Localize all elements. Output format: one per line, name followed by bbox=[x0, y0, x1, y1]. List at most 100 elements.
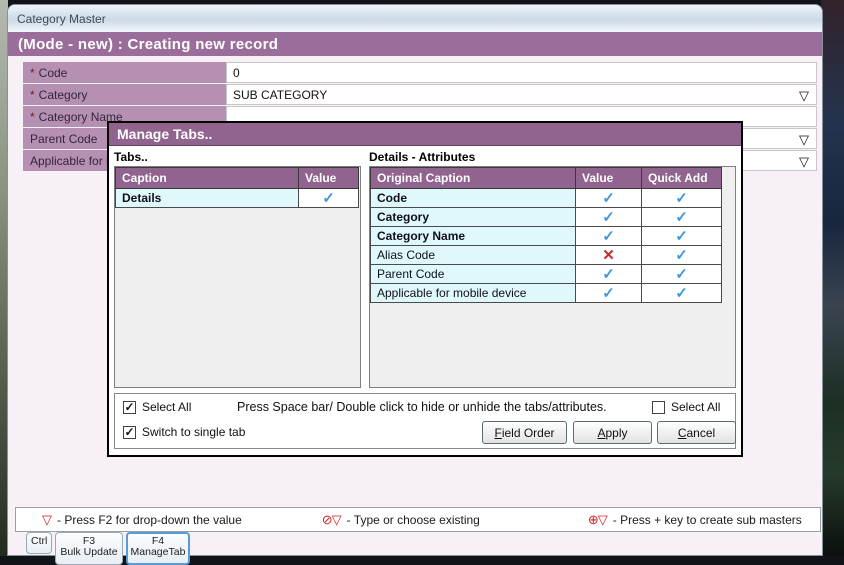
caption-cell[interactable]: Applicable for mobile device bbox=[370, 283, 576, 303]
table-row[interactable]: Parent Code ✓ ✓ bbox=[370, 264, 722, 284]
value-cell[interactable]: ✓ bbox=[298, 188, 359, 208]
quick_add-cell[interactable]: ✓ bbox=[641, 245, 722, 265]
tabs-section-label: Tabs.. bbox=[114, 150, 148, 164]
caption-cell[interactable]: Category Name bbox=[370, 226, 576, 246]
mode-banner: (Mode - new) : Creating new record bbox=[8, 32, 822, 56]
window-titlebar[interactable]: Category Master bbox=[8, 5, 822, 32]
value-cell[interactable]: ✓ bbox=[575, 264, 642, 284]
check-mark-icon: ✓ bbox=[675, 227, 688, 245]
field-input[interactable]: SUB CATEGORY ▽ bbox=[226, 84, 817, 105]
table-row[interactable]: Code ✓ ✓ bbox=[370, 188, 722, 208]
form-row: * Code 0 bbox=[23, 62, 817, 83]
table-row[interactable]: Category ✓ ✓ bbox=[370, 207, 722, 227]
value-cell[interactable]: ✓ bbox=[575, 207, 642, 227]
column-header: Quick Add bbox=[641, 167, 722, 189]
field-input[interactable]: 0 bbox=[226, 62, 817, 83]
form-row: * Category SUB CATEGORY ▽ bbox=[23, 84, 817, 105]
check-mark-icon: ✓ bbox=[675, 189, 688, 207]
dialog-footer: ✓ Select All Press Space bar/ Double cli… bbox=[114, 393, 736, 449]
mode-banner-text: (Mode - new) : Creating new record bbox=[18, 35, 279, 53]
legend-text: - Press F2 for drop-down the value bbox=[57, 512, 242, 527]
check-mark-icon: ✓ bbox=[602, 265, 615, 283]
check-mark-icon: ✓ bbox=[675, 265, 688, 283]
select-all-right-checkbox[interactable] bbox=[652, 400, 665, 414]
dialog-titlebar[interactable]: Manage Tabs.. bbox=[109, 123, 741, 146]
field-label: * Category bbox=[23, 84, 226, 105]
dropdown-arrow-icon[interactable]: ▽ bbox=[799, 132, 809, 147]
attributes-section-label: Details - Attributes bbox=[369, 150, 476, 164]
fkey-button-f4[interactable]: F4 ManageTab bbox=[125, 532, 191, 565]
legend-text: - Type or choose existing bbox=[346, 512, 480, 527]
legend-glyph-icon: ▽ bbox=[42, 511, 52, 527]
column-header: Original Caption bbox=[370, 167, 576, 189]
check-mark-icon: ✓ bbox=[602, 208, 615, 226]
caption-cell[interactable]: Code bbox=[370, 188, 576, 208]
quick_add-cell[interactable]: ✓ bbox=[641, 283, 722, 303]
value-cell[interactable]: ✓ bbox=[575, 226, 642, 246]
select-all-left-group: ✓ Select All bbox=[123, 400, 191, 414]
window-title: Category Master bbox=[17, 11, 106, 26]
legend-text: - Press + key to create sub masters bbox=[612, 512, 802, 527]
caption-cell[interactable]: Parent Code bbox=[370, 264, 576, 284]
hint-legend-bar: ▽ - Press F2 for drop-down the value ⊘▽ - T… bbox=[15, 507, 821, 532]
tabs-table: Caption Value Details ✓ bbox=[115, 167, 359, 208]
attributes-list-panel: Original Caption Value Quick Add Code ✓ ✓ Cate… bbox=[369, 166, 736, 388]
caption-cell[interactable]: Details bbox=[115, 188, 299, 208]
value-cell[interactable]: ✓ bbox=[575, 188, 642, 208]
legend-item: ⊘▽ - Type or choose existing bbox=[322, 512, 480, 528]
field-label-text: Category bbox=[38, 87, 88, 102]
legend-glyph-icon: ⊕▽ bbox=[587, 511, 608, 527]
required-marker: * bbox=[30, 87, 35, 102]
field-label-text: Parent Code bbox=[30, 131, 98, 146]
attributes-table: Original Caption Value Quick Add Code ✓ ✓ Cate… bbox=[370, 167, 722, 303]
dropdown-arrow-icon[interactable]: ▽ bbox=[799, 88, 809, 103]
fkey-key: F3 bbox=[82, 535, 96, 547]
column-header: Value bbox=[298, 167, 359, 189]
fkey-label: ManageTab bbox=[130, 546, 186, 558]
switch-single-tab-group: ✓ Switch to single tab bbox=[123, 425, 245, 439]
footer-hint-text: Press Space bar/ Double click to hide or… bbox=[237, 400, 607, 414]
column-header: Value bbox=[575, 167, 642, 189]
cross-mark-icon: ✕ bbox=[602, 246, 615, 264]
switch-single-tab-checkbox[interactable]: ✓ bbox=[123, 425, 136, 439]
fkey-key: Ctrl bbox=[31, 535, 48, 547]
fkey-button-ctrl[interactable]: Ctrl bbox=[26, 532, 53, 554]
dropdown-arrow-icon[interactable]: ▽ bbox=[799, 154, 809, 169]
switch-single-tab-label: Switch to single tab bbox=[142, 425, 246, 439]
select-all-right-group: Select All bbox=[652, 400, 720, 414]
dialog-title-text: Manage Tabs.. bbox=[117, 126, 213, 142]
legend-item: ⊕▽ - Press + key to create sub masters bbox=[588, 512, 802, 528]
table-header-row: Original Caption Value Quick Add bbox=[370, 167, 722, 189]
value-cell[interactable]: ✕ bbox=[575, 245, 642, 265]
check-mark-icon: ✓ bbox=[602, 284, 615, 302]
field-label: * Code bbox=[23, 62, 226, 83]
table-row[interactable]: Category Name ✓ ✓ bbox=[370, 226, 722, 246]
value-cell[interactable]: ✓ bbox=[575, 283, 642, 303]
check-mark-icon: ✓ bbox=[675, 284, 688, 302]
table-row[interactable]: Details ✓ bbox=[115, 188, 359, 208]
field-label-text: Code bbox=[38, 65, 68, 80]
check-mark-icon: ✓ bbox=[675, 246, 688, 264]
fkey-key: F4 bbox=[151, 535, 165, 547]
quick_add-cell[interactable]: ✓ bbox=[641, 226, 722, 246]
desktop-edge-right bbox=[821, 0, 844, 556]
table-row[interactable]: Applicable for mobile device ✓ ✓ bbox=[370, 283, 722, 303]
check-mark-icon: ✓ bbox=[602, 227, 615, 245]
caption-cell[interactable]: Alias Code bbox=[370, 245, 576, 265]
select-all-left-label: Select All bbox=[142, 400, 192, 414]
quick_add-cell[interactable]: ✓ bbox=[641, 188, 722, 208]
fkey-button-f3[interactable]: F3 Bulk Update bbox=[55, 532, 123, 565]
field-value: 0 bbox=[233, 65, 240, 80]
check-mark-icon: ✓ bbox=[322, 189, 335, 207]
quick_add-cell[interactable]: ✓ bbox=[641, 264, 722, 284]
caption-cell[interactable]: Category bbox=[370, 207, 576, 227]
quick_add-cell[interactable]: ✓ bbox=[641, 207, 722, 227]
field-value: SUB CATEGORY bbox=[233, 87, 328, 102]
check-mark-icon: ✓ bbox=[602, 189, 615, 207]
select-all-left-checkbox[interactable]: ✓ bbox=[123, 400, 136, 414]
table-row[interactable]: Alias Code ✕ ✓ bbox=[370, 245, 722, 265]
desktop-edge-left bbox=[0, 0, 8, 556]
